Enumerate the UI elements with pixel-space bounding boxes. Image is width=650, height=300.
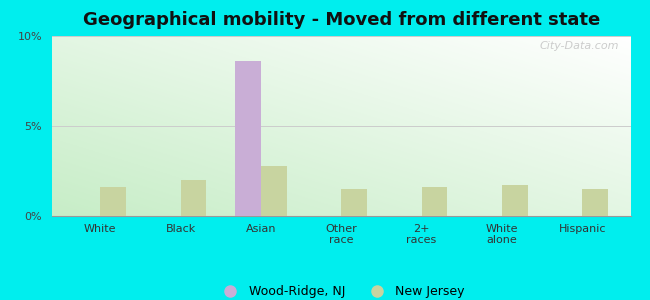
Bar (502, 185, 528, 216)
Text: City-Data.com: City-Data.com (540, 41, 619, 51)
Bar (181, 180, 206, 216)
Bar (341, 189, 367, 216)
Bar (582, 189, 608, 216)
Legend: Wood-Ridge, NJ, New Jersey: Wood-Ridge, NJ, New Jersey (213, 280, 470, 300)
Bar (235, 61, 261, 216)
Bar (100, 187, 126, 216)
Title: Geographical mobility - Moved from different state: Geographical mobility - Moved from diffe… (83, 11, 600, 29)
Bar (261, 166, 287, 216)
Bar (422, 187, 447, 216)
